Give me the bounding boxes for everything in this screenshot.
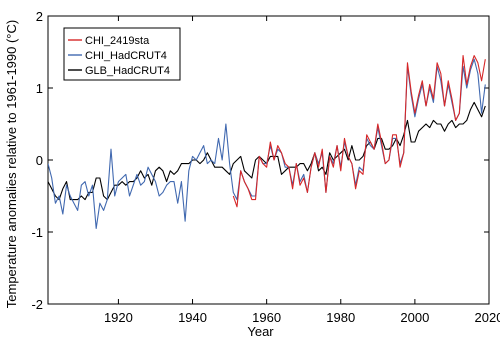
y-tick-label: 1	[36, 81, 43, 96]
legend-label: GLB_HadCRUT4	[85, 65, 170, 77]
y-axis-title: Temperature anomalies relative to 1961-1…	[4, 20, 19, 308]
legend-label: CHI_HadCRUT4	[85, 50, 167, 62]
y-tick-label: -2	[31, 297, 43, 312]
y-tick-label: 0	[36, 153, 43, 168]
series-line-chi-hadcrut4	[48, 58, 486, 229]
series-line-chi-2419sta	[232, 55, 486, 208]
x-tick-label: 1940	[178, 310, 207, 325]
x-tick-label: 2000	[400, 310, 429, 325]
legend-label: CHI_2419sta	[85, 35, 150, 47]
x-tick-label: 1960	[252, 310, 281, 325]
legend-box	[63, 27, 181, 81]
x-axis-title: Year	[247, 324, 274, 337]
x-tick-label: 1920	[104, 310, 133, 325]
x-tick-label: 2020	[475, 310, 500, 325]
x-tick-label: 1980	[326, 310, 355, 325]
y-tick-label: 2	[36, 9, 43, 24]
y-tick-label: -1	[31, 225, 43, 240]
